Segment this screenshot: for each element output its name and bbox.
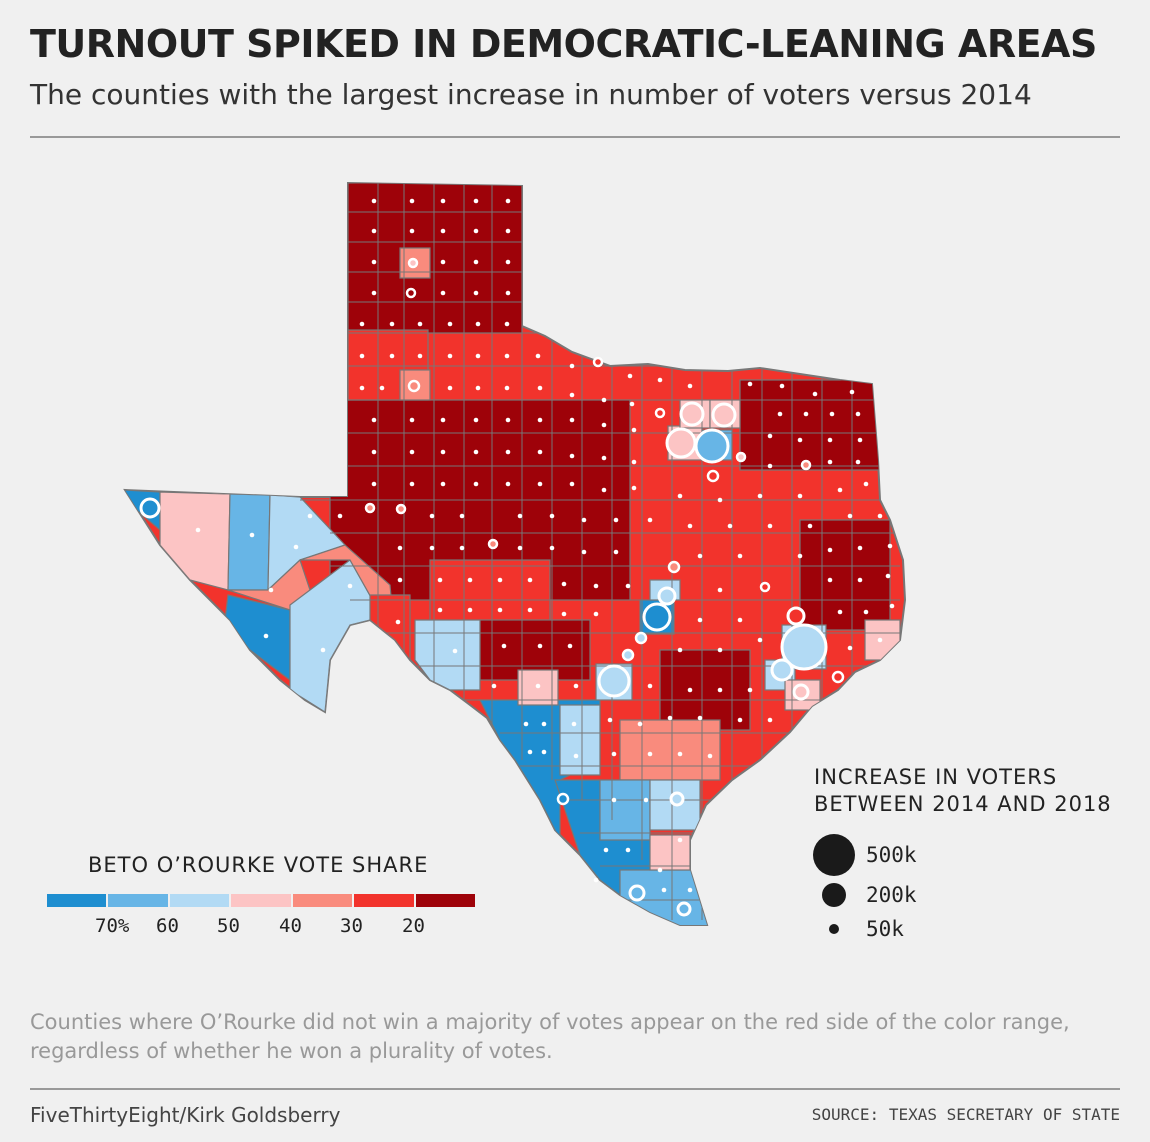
bubble-nueces [669,791,685,807]
bubble-hidalgo [628,884,646,902]
legend-tick-60: 60 [156,915,179,937]
bubble-comal [621,648,635,662]
bubble-williamson [657,586,677,606]
county-jefferson [864,619,901,661]
legend-tick-70: 70% [95,915,130,937]
size-legend-label-500k: 500k [866,843,917,867]
bubble-travis [642,602,672,632]
bubble-galveston [792,683,810,701]
legend-swatch-1 [108,894,168,907]
chart-subtitle: The counties with the largest increase i… [30,78,1032,111]
bottom-divider [30,1088,1120,1090]
legend-swatch-2 [169,894,230,907]
bubble-wichita [654,407,666,419]
size-legend-label-200k: 200k [866,883,917,907]
bubble-montgomery [786,606,806,626]
size-legend-label-50k: 50k [866,917,904,941]
legend-tick-30: 30 [340,915,363,937]
bubble-lubbock [407,379,421,393]
county-hudspeth [159,491,231,591]
bubble-brazos [759,581,771,593]
county-terrell [369,594,411,662]
county-maverick [517,669,559,706]
bubble-el-paso [139,497,161,519]
bubble-harris [780,623,828,671]
bubble-smith [800,459,812,471]
color-legend-title: BETO O’ROURKE VOTE SHARE [88,853,429,877]
bubble-fort-bend [770,658,794,682]
bubble-collin [711,402,737,428]
legend-swatch-6 [415,894,475,907]
legend-tick-50: 50 [217,915,240,937]
chart-title: TURNOUT SPIKED IN DEMOCRATIC-LEANING ARE… [30,22,1097,66]
bubble-hays [634,631,648,645]
bubble-midland [364,502,376,514]
bubble-grayson [592,356,604,368]
small-county-dots [195,198,895,893]
footnote: Counties where O’Rourke did not win a ma… [30,1010,1070,1063]
credit: FiveThirtyEight/Kirk Goldsberry [30,1103,341,1127]
bubble-bexar [597,664,631,698]
county-kleberg-area [649,834,691,871]
county-region-southcentral [659,649,751,731]
size-legend-title-line1: INCREASE IN VOTERS [814,765,1058,789]
legend-tick-40: 40 [279,915,302,937]
size-legend-title-line2: BETWEEN 2014 AND 2018 [814,792,1112,816]
bubble-brazoria [831,670,845,684]
bubble-mclennan [667,560,681,574]
bubble-denton [679,401,705,427]
county-region-east-2 [799,519,891,631]
county-presidio [224,594,291,682]
bubble-tom-green [487,538,499,550]
county-val-verde [414,619,481,691]
color-legend-swatches [47,894,475,907]
bubble-bell [706,469,720,483]
top-divider [30,136,1120,138]
source: SOURCE: TEXAS SECRETARY OF STATE [811,1105,1120,1124]
county-region-coastal-pink [619,719,721,781]
county-jeff-davis [227,558,316,611]
bubble-ellis [735,451,747,463]
turnout-bubbles [139,257,845,917]
bubble-potter [407,257,419,269]
bubble-tarrant [665,427,697,459]
legend-swatch-0 [47,894,107,907]
bubble-ector [395,503,407,515]
legend-swatch-5 [354,894,414,907]
county-region-panhandle [347,183,523,334]
county-culberson [227,493,271,591]
bubble-dallas [694,428,730,464]
legend-swatch-3 [231,894,291,907]
bubble-randall [405,287,417,299]
county-webb-area [559,704,601,776]
legend-tick-20: 20 [402,915,425,937]
county-region-east [739,379,881,471]
bubble-cameron [676,901,692,917]
bubble-webb [556,792,570,806]
legend-swatch-4 [292,894,353,907]
